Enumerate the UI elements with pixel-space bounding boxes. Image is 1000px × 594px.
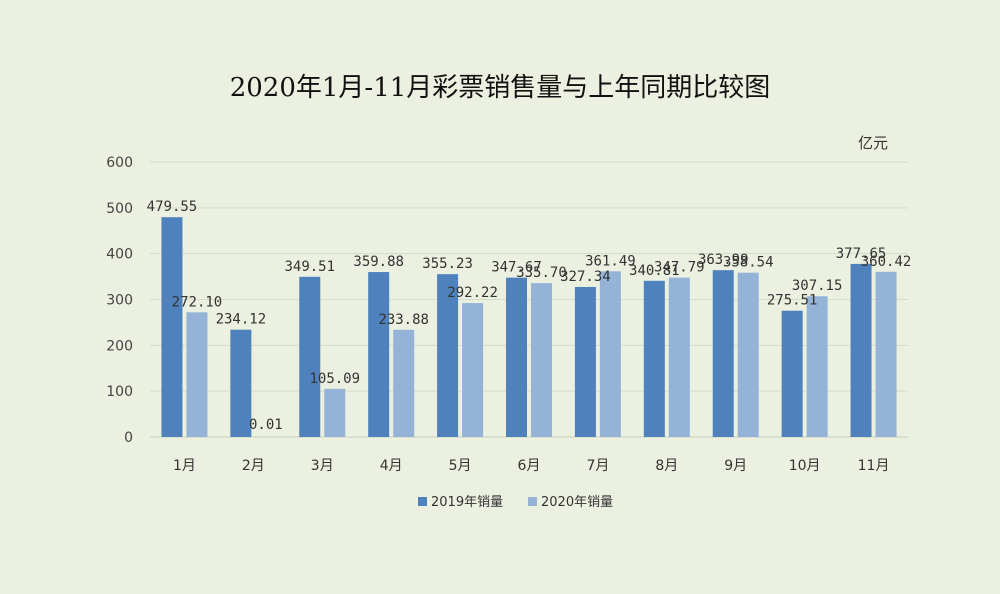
- data-label: 479.55: [147, 199, 198, 215]
- y-tick-label: 500: [106, 201, 133, 217]
- data-label: 105.09: [309, 371, 360, 387]
- x-tick-label: 8月: [655, 458, 678, 474]
- chart-title: 2020年1月-11月彩票销售量与上年同期比较图: [230, 73, 771, 103]
- unit-label: 亿元: [858, 134, 888, 152]
- bar-2020: [738, 273, 759, 437]
- data-label: 233.88: [378, 312, 429, 328]
- y-tick-label: 100: [106, 384, 133, 400]
- x-tick-label: 4月: [380, 458, 403, 474]
- data-label: 327.34: [560, 269, 611, 285]
- legend: 2019年销量 2020年销量: [418, 495, 613, 510]
- x-tick-label: 7月: [586, 458, 609, 474]
- data-label: 272.10: [172, 294, 223, 310]
- bar-2019: [644, 281, 665, 437]
- data-label: 358.54: [723, 255, 774, 271]
- y-tick-label: 300: [106, 293, 133, 309]
- bar-2019: [161, 217, 182, 437]
- data-label: 234.12: [216, 312, 267, 328]
- x-tick-label: 6月: [518, 458, 541, 474]
- bar-2020: [807, 296, 828, 437]
- data-label: 359.88: [353, 254, 404, 270]
- y-tick-label: 400: [106, 247, 133, 263]
- y-tick-label: 200: [106, 338, 133, 354]
- bar-2019: [851, 264, 872, 437]
- x-tick-label: 3月: [311, 458, 334, 474]
- data-label: 275.51: [767, 293, 818, 309]
- bar-2020: [186, 312, 207, 437]
- bar-2019: [368, 272, 389, 437]
- x-axis-ticks: 1月 2月 3月 4月 5月 6月 7月 8月 9月 10月 11月: [173, 458, 889, 474]
- bar-2020: [462, 303, 483, 437]
- bar-2020: [876, 272, 897, 437]
- y-tick-label: 0: [124, 430, 133, 446]
- y-axis-ticks: 0 100 200 300 400 500 600: [106, 155, 133, 446]
- data-label: 349.51: [284, 259, 335, 275]
- bar-2020: [600, 271, 621, 437]
- data-label: 307.15: [792, 278, 843, 294]
- bar-2019: [575, 287, 596, 437]
- y-tick-label: 600: [106, 155, 133, 171]
- bar-2020: [393, 330, 414, 437]
- legend-label-2020: 2020年销量: [541, 495, 613, 510]
- x-tick-label: 1月: [173, 458, 196, 474]
- legend-swatch-2020: [528, 497, 537, 506]
- data-label: 355.23: [422, 256, 473, 272]
- x-tick-label: 2月: [242, 458, 265, 474]
- bar-2019: [782, 311, 803, 437]
- x-tick-label: 10月: [789, 458, 821, 474]
- legend-label-2019: 2019年销量: [431, 495, 503, 510]
- legend-swatch-2019: [418, 497, 427, 506]
- x-tick-label: 11月: [858, 458, 890, 474]
- bar-2019: [713, 270, 734, 437]
- bar-2019: [299, 277, 320, 437]
- x-tick-label: 9月: [724, 458, 747, 474]
- bar-2020: [531, 283, 552, 437]
- bars: [161, 217, 896, 437]
- data-label: 0.01: [249, 417, 283, 433]
- bar-2020: [669, 278, 690, 437]
- bar-2020: [324, 389, 345, 437]
- bar-2019: [506, 278, 527, 437]
- x-tick-label: 5月: [449, 458, 472, 474]
- data-label: 292.22: [447, 285, 498, 301]
- data-label: 360.42: [861, 254, 912, 270]
